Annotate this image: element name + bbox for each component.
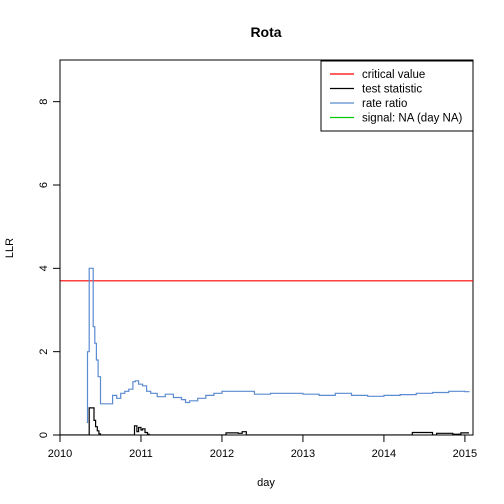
legend-box (320, 60, 474, 132)
legend-label: test statistic (362, 84, 422, 96)
series-layer (60, 267, 473, 435)
chart-title: Rota (250, 24, 281, 40)
legend-label: signal: NA (day NA) (362, 113, 463, 125)
x-axis: 2010 2011 2012 2013 2014 2015 (48, 434, 477, 460)
y-axis: 0 2 4 6 8 (38, 99, 61, 438)
y-tick-label: 4 (38, 265, 50, 271)
y-tick-label: 0 (38, 432, 50, 438)
legend-label: rate ratio (362, 98, 407, 110)
legend-label: critical value (362, 69, 425, 81)
x-axis-label: day (257, 477, 275, 489)
legend: critical value test statistic rate ratio si… (320, 60, 474, 132)
y-axis-label: LLR (4, 238, 16, 258)
y-tick-label: 8 (38, 99, 50, 105)
y-tick-label: 2 (38, 349, 50, 355)
x-tick-label: 2012 (210, 448, 234, 460)
series-line-rate-ratio (86, 267, 470, 424)
y-tick-label: 6 (38, 182, 50, 188)
x-tick-label: 2013 (291, 448, 315, 460)
x-tick-label: 2011 (129, 448, 153, 460)
series-line-test-statistic (60, 407, 469, 435)
x-tick-label: 2015 (453, 448, 477, 460)
x-tick-label: 2010 (48, 448, 72, 460)
x-tick-label: 2014 (372, 448, 396, 460)
